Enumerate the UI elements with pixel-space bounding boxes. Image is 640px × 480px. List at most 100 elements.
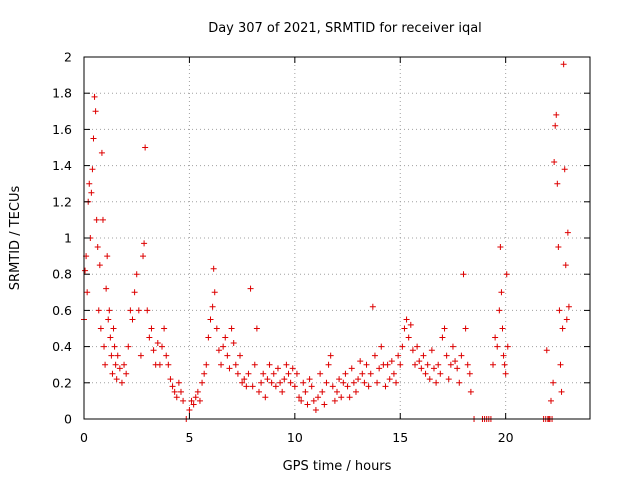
data-point [449,343,456,350]
data-point [336,376,343,383]
data-point [268,379,275,386]
data-point [559,325,566,332]
data-point [308,383,315,390]
data-point [300,379,307,386]
data-point [255,388,262,395]
data-point [397,361,404,368]
data-point [243,383,250,390]
data-point [560,61,567,68]
data-point [118,379,125,386]
data-point [167,376,174,383]
data-point [91,93,98,100]
data-point [494,343,501,350]
y-tick-label: 0.8 [52,267,72,282]
data-point [224,352,231,359]
data-point [329,383,336,390]
y-tick-label: 1 [64,231,72,246]
data-point [102,361,109,368]
data-point [173,394,180,401]
data-point [458,352,465,359]
data-point [150,347,157,354]
data-point [199,379,206,386]
data-point [428,347,435,354]
data-point [439,334,446,341]
data-point [501,361,508,368]
x-tick-label: 15 [392,430,408,445]
data-point [205,334,212,341]
data-point [142,144,149,151]
y-tick-label: 0.4 [52,339,72,354]
data-point [90,135,97,142]
data-point [291,383,298,390]
data-point [464,361,471,368]
data-point [112,361,119,368]
data-point [146,334,153,341]
data-point [274,365,281,372]
data-point [171,388,178,395]
data-point [361,379,368,386]
data-point [92,108,99,115]
data-point [203,361,210,368]
data-point [262,394,269,401]
data-point [365,383,372,390]
data-point [97,325,104,332]
data-point [552,122,559,129]
data-point [352,388,359,395]
data-point [312,406,319,413]
data-point [104,253,111,260]
data-point [95,307,102,314]
data-point [156,361,163,368]
y-tick-label: 0.2 [52,375,72,390]
data-point [490,361,497,368]
data-point [125,343,132,350]
data-point [296,394,303,401]
data-point [266,361,273,368]
data-point [281,376,288,383]
data-point [177,388,184,395]
data-point [334,388,340,395]
data-point [412,361,419,368]
data-point [304,401,311,408]
data-point [350,379,357,386]
x-tick-label: 0 [80,430,88,445]
data-point [201,370,208,377]
data-point [498,289,505,296]
y-tick-label: 1.8 [52,86,72,101]
data-point [325,361,332,368]
data-point [264,376,271,383]
data-point [101,343,108,350]
data-point [84,289,91,296]
data-point [188,397,195,404]
data-point [556,307,563,314]
grid [84,57,590,419]
data-point [277,379,284,386]
y-axis-label: SRMTID / TECUs [8,186,23,291]
data-point [454,365,461,372]
data-point [289,365,296,372]
data-point [443,352,450,359]
data-point [315,394,322,401]
data-point [107,334,114,341]
data-point [553,111,560,118]
data-point [154,339,161,346]
data-point [209,303,216,310]
data-point [98,149,105,156]
data-point [355,376,362,383]
data-point [89,166,96,173]
data-point [88,189,95,196]
data-point [169,383,176,390]
data-point [310,397,317,404]
data-point [504,343,511,350]
data-point [180,397,187,404]
data-point [467,388,474,395]
data-point [186,406,193,413]
data-point [306,376,313,383]
data-point [285,370,292,377]
data-point [234,370,241,377]
data-point [401,325,408,332]
chart-title: Day 307 of 2021, SRMTID for receiver iqa… [208,21,482,36]
data-point [359,370,366,377]
data-point [403,316,410,323]
